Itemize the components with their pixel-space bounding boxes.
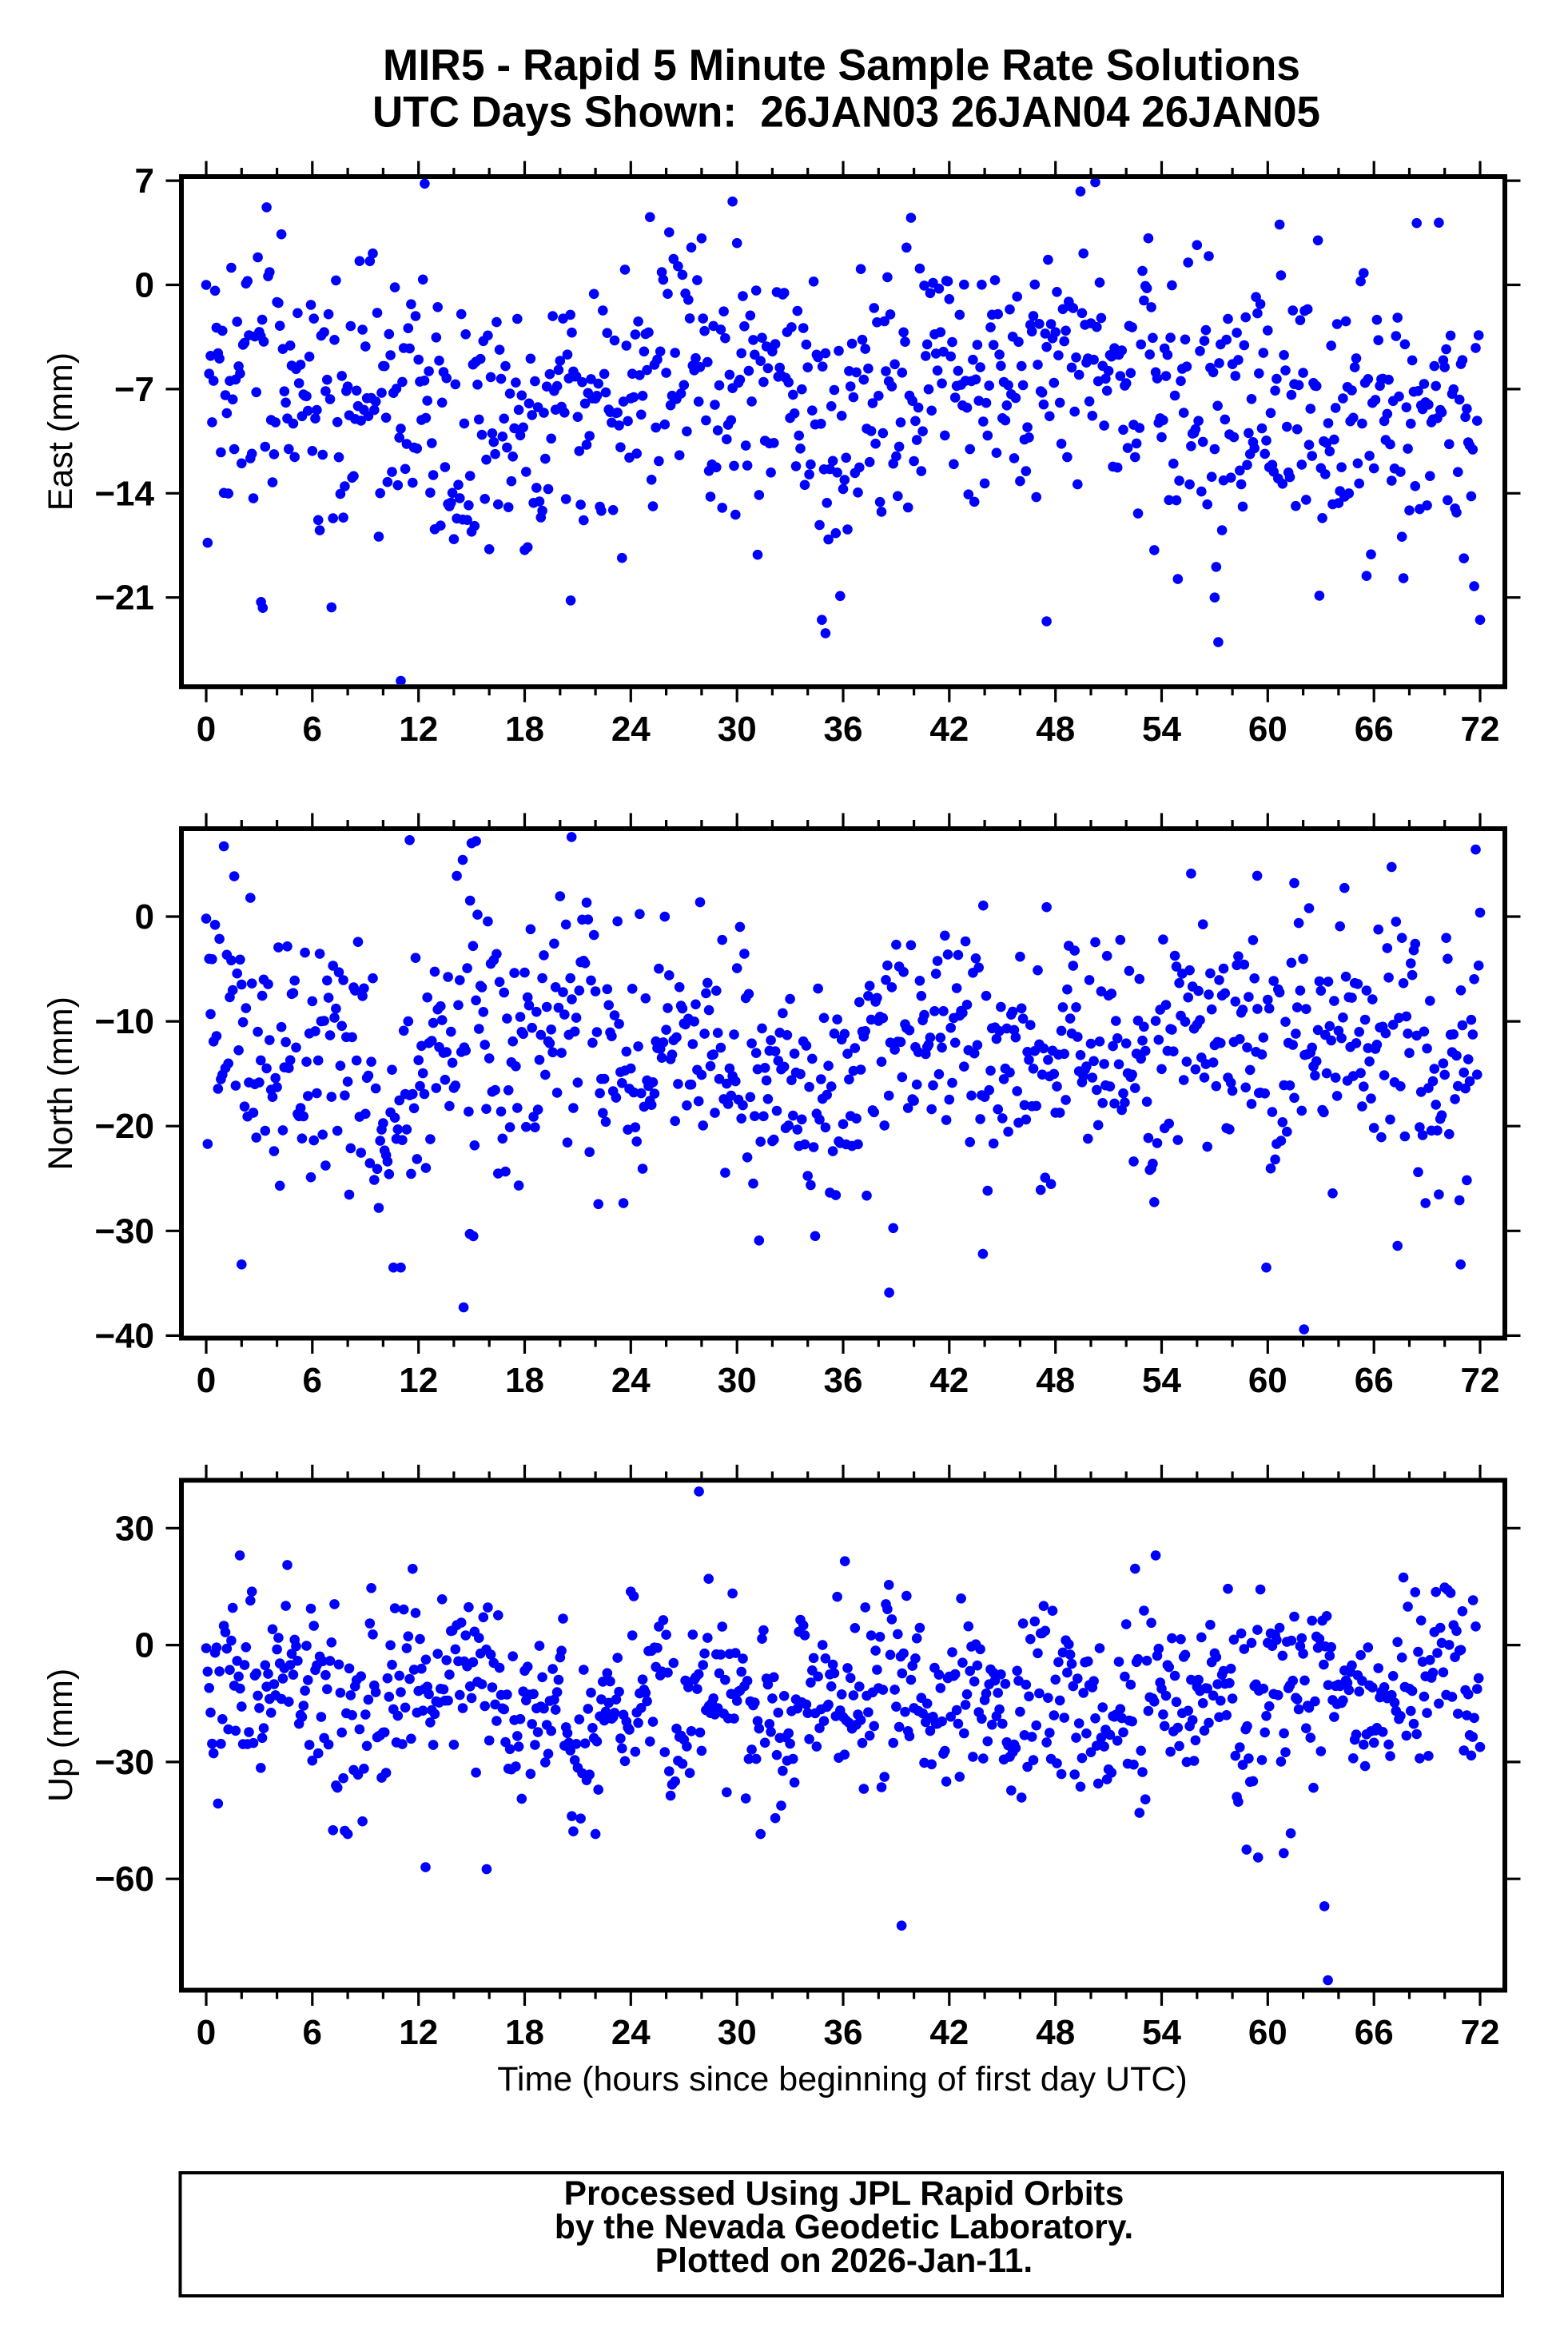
svg-text:0: 0	[197, 710, 216, 749]
svg-text:60: 60	[1248, 1361, 1287, 1400]
svg-text:0: 0	[135, 266, 154, 305]
svg-text:24: 24	[611, 710, 651, 749]
svg-text:12: 12	[399, 2013, 438, 2052]
svg-text:48: 48	[1036, 1361, 1075, 1400]
svg-text:−10: −10	[94, 1002, 154, 1041]
svg-text:36: 36	[824, 710, 863, 749]
svg-text:48: 48	[1036, 2013, 1075, 2052]
svg-text:42: 42	[929, 710, 969, 749]
svg-text:24: 24	[611, 2013, 651, 2052]
svg-text:72: 72	[1461, 1361, 1500, 1400]
svg-text:Processed Using JPL Rapid Orbi: Processed Using JPL Rapid Orbits	[564, 2175, 1124, 2213]
svg-text:MIR5 - Rapid 5 Minute Sample R: MIR5 - Rapid 5 Minute Sample Rate Soluti…	[383, 40, 1300, 90]
svg-text:6: 6	[303, 2013, 322, 2052]
svg-text:0: 0	[135, 1626, 154, 1665]
svg-text:−30: −30	[94, 1743, 154, 1782]
svg-text:12: 12	[399, 710, 438, 749]
svg-text:36: 36	[824, 2013, 863, 2052]
svg-text:18: 18	[505, 2013, 544, 2052]
svg-text:6: 6	[303, 1361, 322, 1400]
svg-text:24: 24	[611, 1361, 651, 1400]
svg-text:54: 54	[1142, 710, 1181, 749]
svg-text:−30: −30	[94, 1211, 154, 1251]
svg-text:72: 72	[1461, 710, 1500, 749]
svg-text:18: 18	[505, 710, 544, 749]
svg-text:66: 66	[1355, 1361, 1394, 1400]
svg-text:12: 12	[399, 1361, 438, 1400]
svg-text:30: 30	[115, 1509, 154, 1548]
svg-text:by the Nevada Geodetic Laborat: by the Nevada Geodetic Laboratory.	[555, 2209, 1133, 2246]
svg-text:Time (hours since beginning of: Time (hours since beginning of first day…	[497, 2060, 1188, 2098]
svg-text:7: 7	[135, 161, 154, 201]
svg-text:18: 18	[505, 1361, 544, 1400]
svg-text:6: 6	[303, 710, 322, 749]
svg-text:0: 0	[135, 897, 154, 937]
svg-text:East (mm): East (mm)	[42, 352, 80, 511]
svg-text:42: 42	[929, 2013, 969, 2052]
svg-text:30: 30	[718, 710, 757, 749]
svg-text:54: 54	[1142, 2013, 1181, 2052]
svg-text:Up (mm): Up (mm)	[42, 1669, 80, 1802]
svg-text:−40: −40	[94, 1316, 154, 1355]
svg-text:−21: −21	[94, 579, 154, 618]
svg-text:66: 66	[1355, 710, 1394, 749]
svg-text:60: 60	[1248, 2013, 1287, 2052]
svg-text:−60: −60	[94, 1860, 154, 1899]
svg-text:Plotted on 2026-Jan-11.: Plotted on 2026-Jan-11.	[655, 2242, 1033, 2280]
svg-text:−20: −20	[94, 1107, 154, 1146]
svg-text:30: 30	[718, 1361, 757, 1400]
svg-text:36: 36	[824, 1361, 863, 1400]
svg-text:60: 60	[1248, 710, 1287, 749]
svg-text:72: 72	[1461, 2013, 1500, 2052]
svg-text:0: 0	[197, 2013, 216, 2052]
svg-text:30: 30	[718, 2013, 757, 2052]
svg-text:−14: −14	[94, 474, 154, 513]
svg-text:UTC Days Shown: 26JAN03 26JAN: UTC Days Shown: 26JAN03 26JAN04 26JAN05	[372, 87, 1320, 137]
svg-text:North (mm): North (mm)	[42, 996, 80, 1170]
svg-text:0: 0	[197, 1361, 216, 1400]
svg-text:−7: −7	[114, 370, 154, 409]
svg-text:42: 42	[929, 1361, 969, 1400]
svg-text:66: 66	[1355, 2013, 1394, 2052]
svg-text:54: 54	[1142, 1361, 1181, 1400]
svg-text:48: 48	[1036, 710, 1075, 749]
